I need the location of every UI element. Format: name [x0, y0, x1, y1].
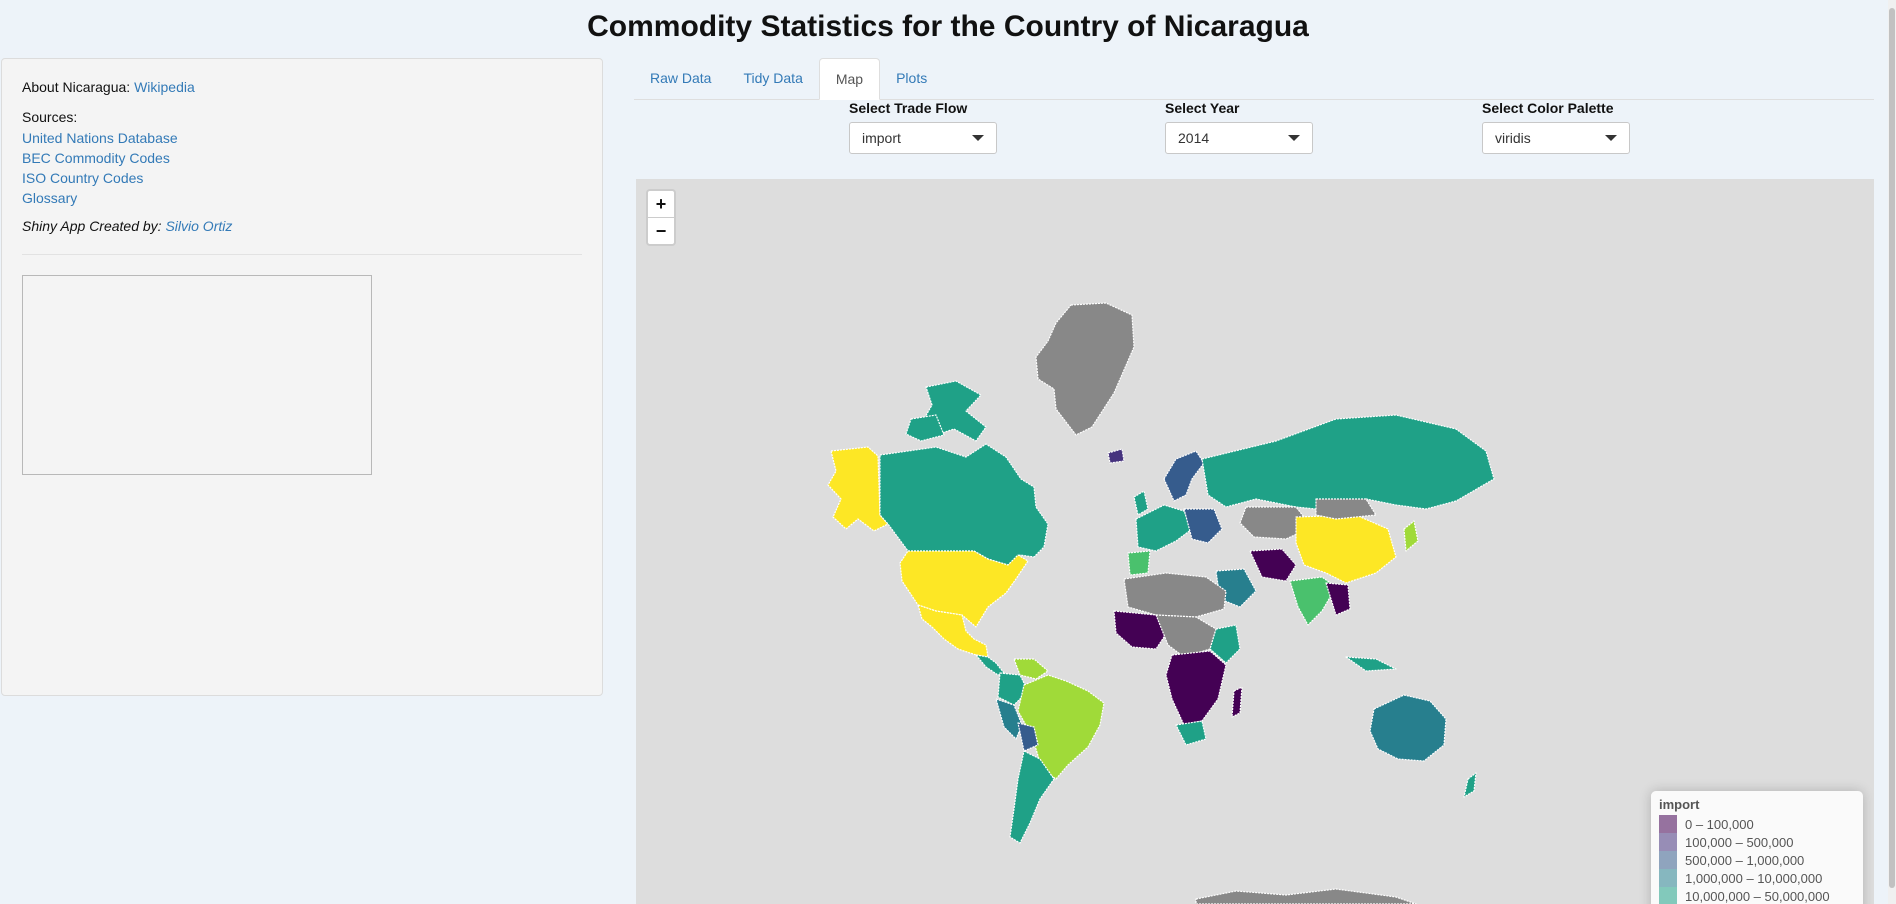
sidebar-divider — [22, 254, 582, 255]
region-canada-arctic — [905, 414, 945, 442]
legend-item: 0 – 100,000 — [1659, 815, 1855, 833]
country-image-placeholder — [22, 275, 372, 475]
region-indonesia — [1345, 656, 1397, 672]
legend-label: 10,000,000 – 50,000,000 — [1685, 888, 1830, 904]
legend-swatch — [1659, 869, 1677, 887]
region-alaska — [827, 446, 889, 532]
legend-label: 1,000,000 – 10,000,000 — [1685, 870, 1823, 886]
chevron-down-icon — [1605, 135, 1617, 141]
choropleth-map-svg — [827, 302, 1495, 904]
bec-codes-link[interactable]: BEC Commodity Codes — [22, 150, 170, 166]
page-scrollbar[interactable] — [1888, 0, 1896, 904]
credit-line: Shiny App Created by: Silvio Ortiz — [22, 218, 582, 234]
legend-label: 500,000 – 1,000,000 — [1685, 852, 1805, 868]
legend-swatch — [1659, 851, 1677, 869]
wikipedia-link[interactable]: Wikipedia — [134, 79, 195, 95]
region-russia — [1201, 414, 1495, 512]
region-usa — [899, 550, 1029, 628]
region-iceland — [1107, 448, 1125, 464]
zoom-in-button[interactable]: + — [655, 194, 667, 214]
page-title: Commodity Statistics for the Country of … — [587, 10, 1309, 43]
glossary-link[interactable]: Glossary — [22, 190, 78, 206]
legend-item: 1,000,000 – 10,000,000 — [1659, 869, 1855, 887]
region-kazakhstan — [1239, 506, 1313, 540]
palette-select[interactable]: viridis — [1482, 122, 1630, 154]
region-se-asia — [1325, 582, 1351, 616]
region-central-america — [975, 654, 1005, 676]
region-colombia — [997, 672, 1029, 706]
palette-label: Select Color Palette — [1482, 100, 1614, 116]
region-southern-africa — [1165, 650, 1227, 726]
palette-control: Select Color Palette viridis — [1482, 100, 1630, 154]
credit-label: Shiny App Created by: — [22, 218, 162, 234]
scrollbar-thumb[interactable] — [1889, 8, 1895, 888]
region-china — [1295, 514, 1397, 584]
legend-swatch — [1659, 833, 1677, 851]
map-legend: import 0 – 100,000 100,000 – 500,000 500… — [1651, 791, 1863, 904]
region-japan — [1403, 520, 1419, 552]
region-argentina — [1009, 750, 1055, 844]
zoom-control: + − — [646, 189, 676, 246]
un-database-link[interactable]: United Nations Database — [22, 130, 178, 146]
author-link[interactable]: Silvio Ortiz — [165, 218, 233, 234]
chevron-down-icon — [972, 135, 984, 141]
region-uk — [1133, 490, 1149, 516]
tab-tidy-data[interactable]: Tidy Data — [743, 70, 803, 86]
legend-label: 0 – 100,000 — [1685, 816, 1754, 832]
legend-swatch — [1659, 815, 1677, 833]
region-mexico — [917, 604, 989, 658]
region-central-africa — [1155, 614, 1217, 658]
tab-bar: Raw Data Tidy Data Map Plots — [634, 58, 1874, 100]
region-iran — [1249, 548, 1297, 582]
region-india — [1289, 576, 1337, 626]
region-australia — [1369, 694, 1447, 762]
year-select[interactable]: 2014 — [1165, 122, 1313, 154]
region-peru — [995, 698, 1023, 740]
trade-flow-value: import — [862, 130, 901, 146]
tab-map[interactable]: Map — [818, 58, 881, 100]
year-label: Select Year — [1165, 100, 1240, 116]
region-east-africa — [1209, 624, 1241, 664]
legend-title: import — [1659, 797, 1700, 812]
year-value: 2014 — [1178, 130, 1210, 146]
year-control: Select Year 2014 — [1165, 100, 1313, 154]
sources-label: Sources: — [22, 109, 78, 125]
region-canada — [879, 443, 1049, 566]
region-mongolia — [1315, 498, 1377, 520]
chevron-down-icon — [1288, 135, 1300, 141]
region-europe-west — [1135, 504, 1193, 552]
sidebar-panel: About Nicaragua: Wikipedia Sources: Unit… — [1, 58, 603, 696]
about-label: About Nicaragua: — [22, 79, 131, 95]
trade-flow-control: Select Trade Flow import — [849, 100, 997, 154]
palette-value: viridis — [1495, 130, 1531, 146]
trade-flow-label: Select Trade Flow — [849, 100, 968, 116]
legend-item: 10,000,000 – 50,000,000 — [1659, 887, 1855, 904]
iso-codes-link[interactable]: ISO Country Codes — [22, 170, 144, 186]
world-map[interactable]: + − import 0 – 100,000 100,000 – 500,000… — [636, 179, 1874, 904]
trade-flow-select[interactable]: import — [849, 122, 997, 154]
tab-raw-data[interactable]: Raw Data — [650, 70, 712, 86]
zoom-out-button[interactable]: − — [648, 217, 674, 244]
region-south-africa — [1175, 720, 1207, 746]
legend-label: 100,000 – 500,000 — [1685, 834, 1794, 850]
legend-item: 500,000 – 1,000,000 — [1659, 851, 1855, 869]
region-new-zealand — [1463, 772, 1477, 798]
region-north-africa — [1123, 572, 1227, 618]
region-madagascar — [1231, 686, 1243, 718]
tab-plots[interactable]: Plots — [896, 70, 928, 86]
region-eastern-europe — [1183, 508, 1223, 544]
region-spain — [1127, 550, 1151, 576]
region-scandinavia — [1163, 450, 1205, 502]
legend-item: 100,000 – 500,000 — [1659, 833, 1855, 851]
region-antarctica — [1195, 888, 1417, 904]
region-greenland — [1035, 302, 1135, 436]
region-bolivia — [1017, 722, 1039, 752]
region-venezuela — [1013, 658, 1049, 680]
legend-swatch — [1659, 887, 1677, 904]
about-line: About Nicaragua: Wikipedia — [22, 79, 582, 95]
